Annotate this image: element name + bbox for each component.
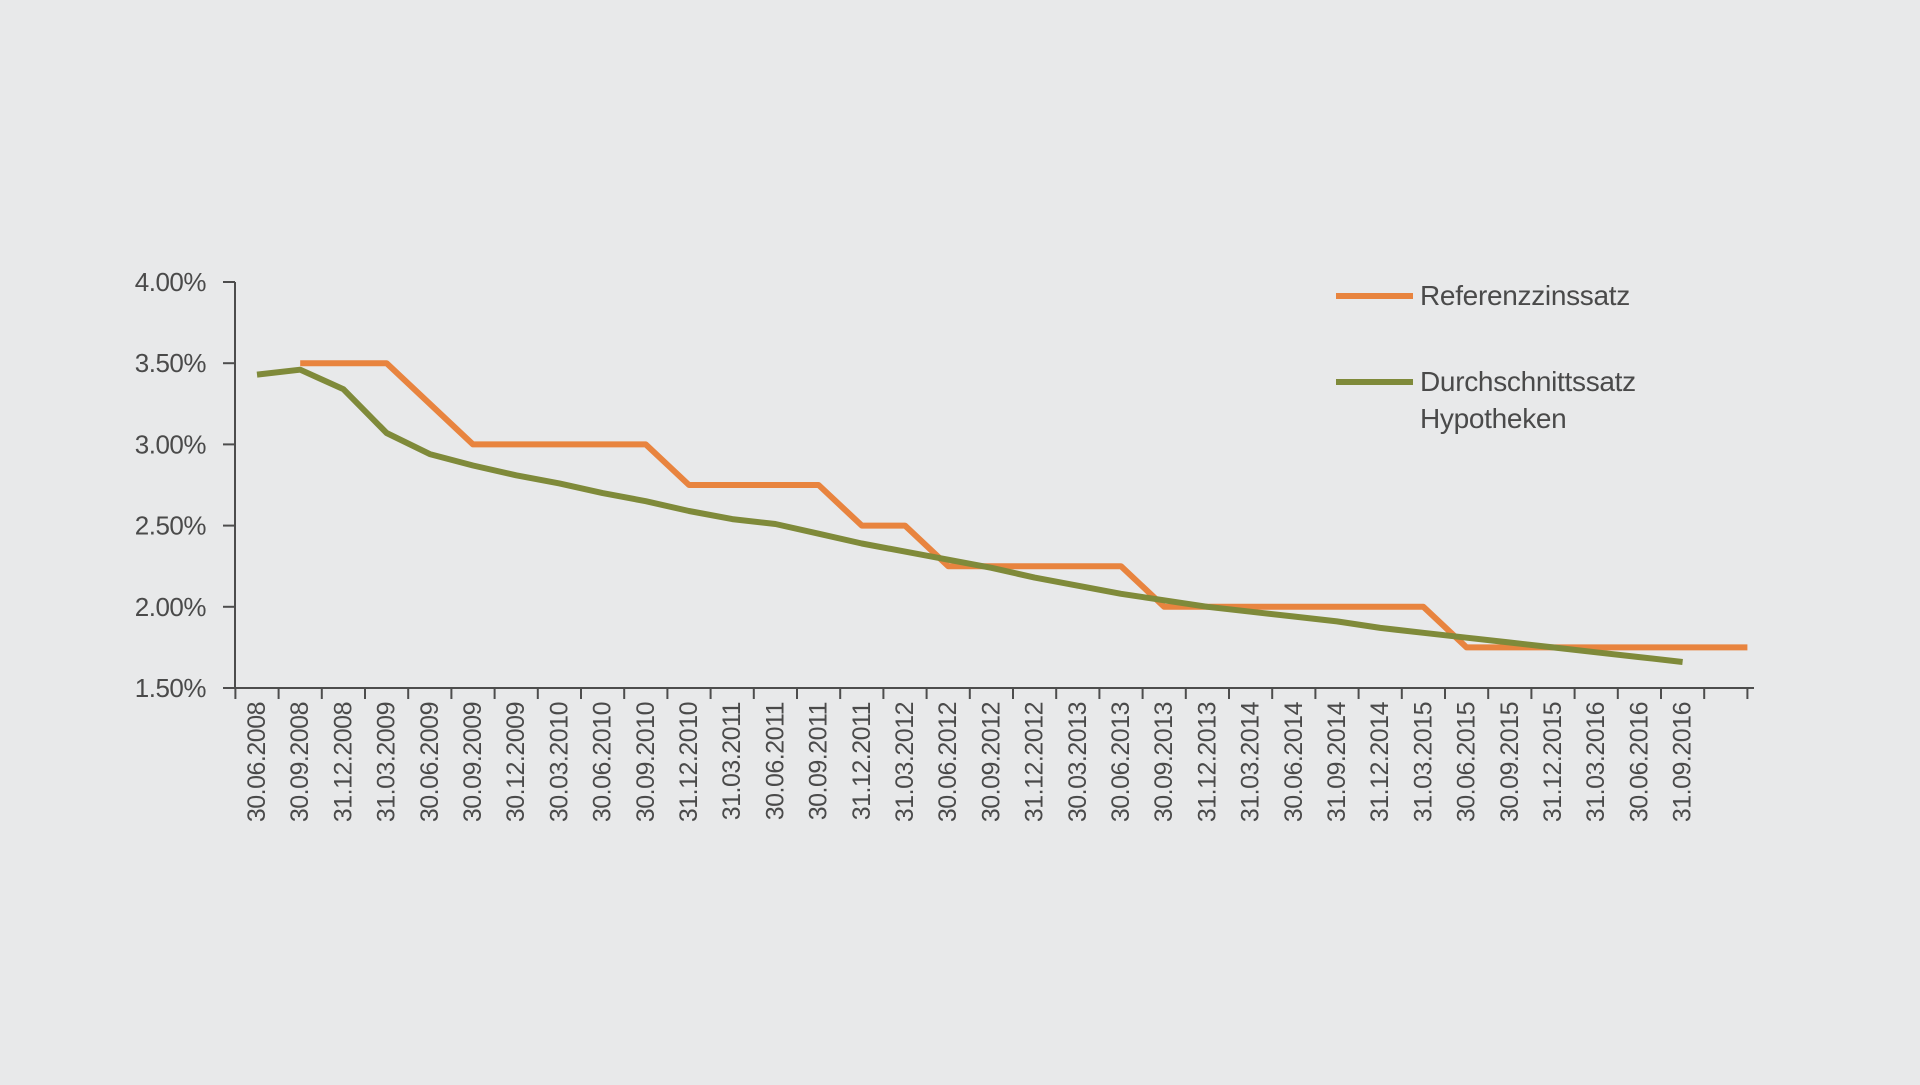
x-tick-label: 31.03.2009: [373, 702, 401, 822]
x-tick-label: 30.06.2010: [589, 702, 617, 822]
x-tick-label: 30.09.2015: [1496, 702, 1524, 822]
y-tick-label: 2.50%: [135, 511, 207, 541]
legend-label: Hypotheken: [1420, 403, 1566, 434]
x-tick-label: 30.03.2013: [1064, 702, 1092, 822]
x-tick-label: 31.12.2011: [848, 702, 876, 820]
x-tick-label: 31.12.2015: [1539, 702, 1567, 822]
series-line-0: [300, 360, 1748, 651]
x-tick-label: 31.03.2012: [891, 702, 919, 822]
x-tick-label: 31.12.2014: [1366, 701, 1394, 822]
x-tick-label: 31.09.2016: [1669, 702, 1697, 822]
axes: 4.00% 3.50% 3.00% 2.50% 2.00% 1.50% 30.06.2008…: [135, 267, 1754, 822]
legend-label: Durchschnittssatz: [1420, 366, 1636, 397]
y-tick-label: 3.50%: [135, 348, 207, 378]
x-tick-label: 30.06.2008: [243, 702, 271, 822]
x-tick-label: 31.09.2014: [1323, 701, 1351, 822]
x-tick-label: 30.06.2016: [1625, 702, 1653, 822]
x-tick-label: 31.12.2013: [1193, 702, 1221, 822]
x-tick-label: 31.03.2015: [1409, 702, 1437, 822]
x-tick-label: 30.06.2014: [1280, 701, 1308, 822]
x-tick-label: 30.09.2012: [977, 702, 1005, 822]
x-tick-label: 30.06.2011: [761, 702, 789, 820]
x-tick-label: 30.09.2011: [805, 702, 833, 820]
x-tick-label: 31.12.2012: [1021, 702, 1049, 822]
y-tick-label: 1.50%: [135, 673, 207, 703]
x-tick-label: 30.06.2015: [1453, 702, 1481, 822]
x-tick-label: 30.06.2009: [416, 702, 444, 822]
x-tick-label: 31.12.2010: [675, 702, 703, 822]
y-tick-label: 4.00%: [135, 267, 207, 297]
x-tick-label: 30.06.2012: [934, 702, 962, 822]
x-tick-label: 31.03.2014: [1237, 701, 1265, 822]
x-tick-label: 30.09.2013: [1150, 702, 1178, 822]
x-tick-label: 30.09.2010: [632, 702, 660, 822]
x-tick-label: 30.09.2008: [286, 702, 314, 822]
x-tick-label: 31.03.2016: [1582, 702, 1610, 822]
legend-label: Referenzzinssatz: [1420, 280, 1630, 311]
y-tick-label: 2.00%: [135, 592, 207, 622]
x-tick-label: 31.03.2011: [718, 702, 746, 820]
x-tick-label: 30.03.2010: [545, 702, 573, 822]
series-layer: [256, 360, 1748, 665]
x-tick-label: 31.12.2008: [329, 702, 357, 822]
series-line-1: [256, 366, 1683, 665]
x-tick-label: 30.06.2013: [1107, 702, 1135, 822]
x-tick-label: 30.09.2009: [459, 702, 487, 822]
legend: Referenzzinssatz Durchschnittssatz Hypothe…: [1336, 280, 1636, 434]
y-tick-label: 3.00%: [135, 429, 207, 459]
x-tick-label: 30.12.2009: [502, 702, 530, 822]
